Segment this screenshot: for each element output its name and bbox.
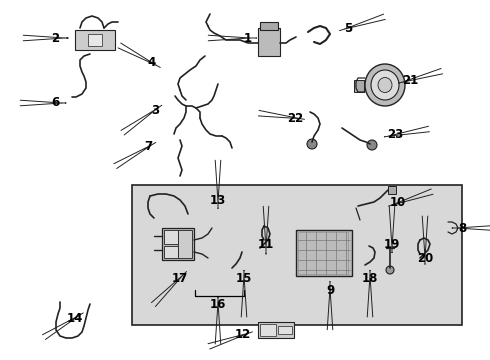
Text: 10: 10	[390, 197, 406, 210]
Text: 3: 3	[151, 104, 159, 117]
Text: 4: 4	[148, 57, 156, 69]
Bar	[296, 230, 352, 276]
Bar	[260, 324, 276, 336]
Text: 21: 21	[402, 73, 418, 86]
Text: 5: 5	[344, 22, 352, 35]
Text: 9: 9	[326, 284, 334, 297]
Bar	[162, 228, 194, 260]
Text: 6: 6	[51, 96, 59, 109]
Circle shape	[307, 139, 317, 149]
Text: 23: 23	[387, 129, 403, 141]
Bar	[278, 326, 292, 334]
Text: 22: 22	[287, 112, 303, 125]
Bar	[164, 246, 178, 258]
Bar	[164, 230, 178, 244]
Text: 16: 16	[210, 298, 226, 311]
Text: 18: 18	[362, 271, 378, 284]
Text: 7: 7	[144, 140, 152, 153]
Text: 17: 17	[172, 271, 188, 284]
Bar	[298, 232, 348, 274]
Text: 19: 19	[384, 238, 400, 252]
Bar	[132, 185, 462, 325]
Bar	[260, 22, 278, 30]
Ellipse shape	[378, 77, 392, 93]
Ellipse shape	[371, 70, 399, 100]
Circle shape	[367, 140, 377, 150]
Bar	[354, 80, 364, 92]
Text: 13: 13	[210, 194, 226, 207]
Bar	[75, 30, 115, 50]
Bar	[258, 28, 280, 56]
Text: 2: 2	[51, 31, 59, 45]
Bar	[388, 186, 396, 194]
Text: 12: 12	[235, 328, 251, 342]
Ellipse shape	[365, 64, 405, 106]
Bar	[88, 34, 102, 46]
Bar	[178, 230, 192, 258]
Text: 1: 1	[244, 31, 252, 45]
Text: 15: 15	[236, 271, 252, 284]
Text: 11: 11	[258, 238, 274, 252]
Circle shape	[386, 266, 394, 274]
Text: 20: 20	[417, 252, 433, 265]
Text: 14: 14	[67, 311, 83, 324]
Bar	[258, 322, 294, 338]
Text: 8: 8	[458, 221, 466, 234]
